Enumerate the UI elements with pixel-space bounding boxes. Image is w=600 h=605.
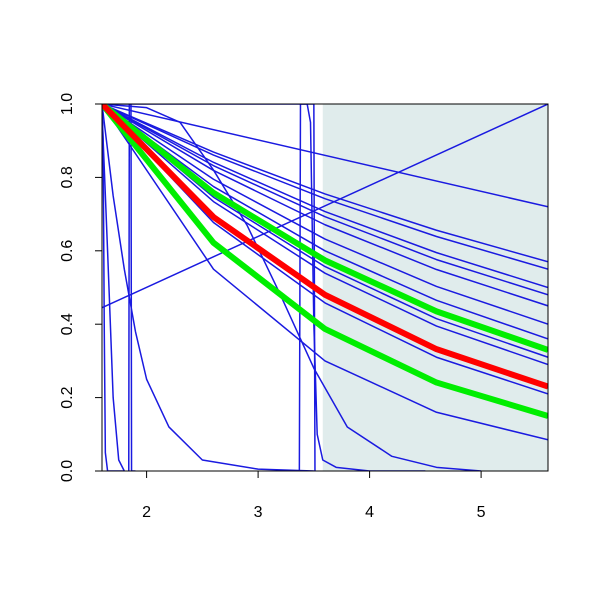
y-tick-label: 0.6 xyxy=(59,240,76,262)
series-line xyxy=(102,104,548,263)
series-line xyxy=(102,104,548,296)
series-line xyxy=(102,104,548,390)
series-line xyxy=(102,104,548,307)
series-line xyxy=(306,104,426,471)
shaded-region xyxy=(322,104,548,471)
y-tick-label: 0.8 xyxy=(59,166,76,188)
series-line xyxy=(102,104,548,270)
series-line xyxy=(102,104,548,340)
series-line xyxy=(102,111,125,471)
x-tick-label: 5 xyxy=(477,504,486,521)
series-line xyxy=(102,104,125,471)
x-tick-label: 3 xyxy=(254,504,263,521)
x-tick-label: 4 xyxy=(365,504,374,521)
series-line xyxy=(102,104,548,441)
series-line xyxy=(102,104,548,366)
y-tick-label: 0.0 xyxy=(59,460,76,482)
series-line xyxy=(102,104,548,353)
series-line xyxy=(102,104,314,471)
series-line xyxy=(102,104,548,309)
series-line xyxy=(128,104,136,471)
series-line xyxy=(102,104,548,419)
series-line xyxy=(102,104,548,325)
y-tick-label: 0.2 xyxy=(59,386,76,408)
x-tick-label: 2 xyxy=(142,504,151,521)
plot-frame xyxy=(101,103,549,472)
y-tick-label: 1.0 xyxy=(59,93,76,115)
y-tick-label: 0.4 xyxy=(59,313,76,335)
series-line xyxy=(102,104,548,289)
